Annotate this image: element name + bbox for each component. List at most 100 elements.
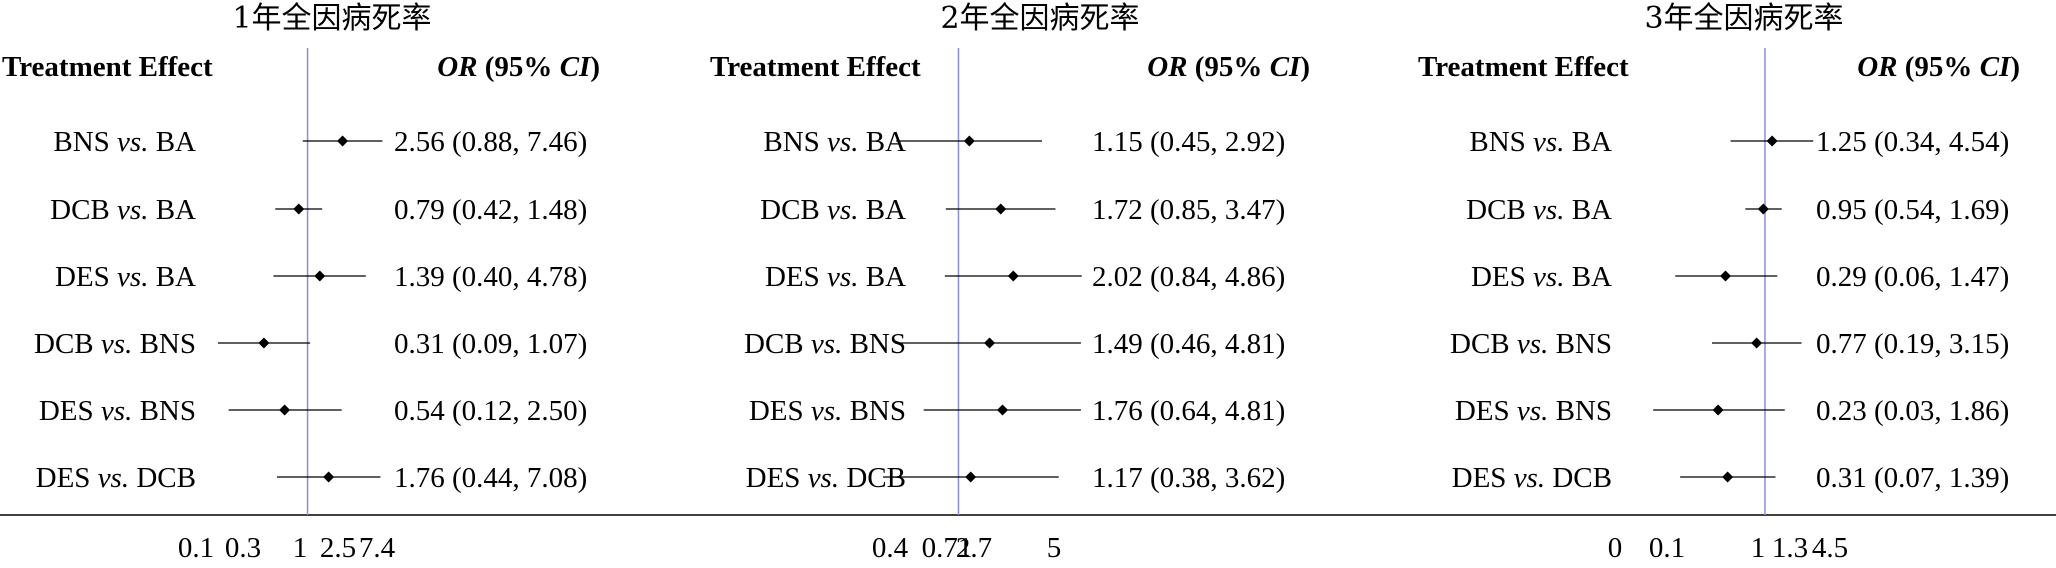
comparison-label: BNS vs. BA bbox=[53, 126, 196, 158]
x-tick-label: 0.71 bbox=[922, 532, 973, 564]
point-estimate-diamond bbox=[963, 135, 975, 147]
text-span: OR bbox=[1147, 51, 1187, 83]
text-span: DES bbox=[765, 261, 827, 293]
text-span: DCB bbox=[839, 462, 906, 494]
text-span: DCB bbox=[50, 194, 117, 226]
text-span: BNS bbox=[1469, 126, 1533, 158]
comparison-label: DCB vs. BNS bbox=[744, 328, 906, 360]
comparison-label: DES vs. BA bbox=[1471, 261, 1612, 293]
point-estimate-diamond bbox=[997, 404, 1009, 416]
header-or-ci: OR (95% CI) bbox=[437, 51, 600, 83]
text-span: vs. bbox=[808, 462, 839, 494]
text-span: DES bbox=[749, 395, 811, 427]
text-span: DCB bbox=[1466, 194, 1533, 226]
point-estimate-diamond bbox=[1766, 135, 1778, 147]
text-span: vs. bbox=[1517, 328, 1548, 360]
x-tick-label: 0.4 bbox=[872, 532, 909, 564]
x-tick-label: 0.1 bbox=[1649, 532, 1685, 564]
text-span: BA bbox=[858, 126, 906, 158]
text-span: vs. bbox=[1514, 462, 1545, 494]
point-estimate-diamond bbox=[279, 404, 291, 416]
forest-panel-3: 3年全因病死率 Treatment Effect OR (95% CI) BNS vs… bbox=[1418, 1, 2020, 564]
forest-row: DES vs. BNS 0.54 (0.12, 2.50) bbox=[39, 395, 587, 427]
text-span: CI bbox=[560, 51, 592, 83]
text-span: CI bbox=[1980, 51, 2012, 83]
forest-row: DCB vs. BNS 0.31 (0.09, 1.07) bbox=[34, 328, 587, 360]
x-tick-label: 5 bbox=[1047, 532, 1062, 564]
text-span: ) bbox=[2010, 51, 2020, 83]
text-span: BA bbox=[858, 261, 906, 293]
text-span: BA bbox=[1564, 126, 1612, 158]
text-span: BNS bbox=[132, 395, 196, 427]
forest-row: DES vs. BA 1.39 (0.40, 4.78) bbox=[55, 261, 587, 293]
text-span: (95% bbox=[478, 51, 560, 83]
panel-title: 3年全因病死率 bbox=[1644, 1, 1843, 36]
comparison-label: DCB vs. BA bbox=[1466, 194, 1612, 226]
point-estimate-diamond bbox=[1720, 270, 1732, 282]
forest-row: DES vs. BNS 1.76 (0.64, 4.81) bbox=[749, 395, 1285, 427]
or-ci-value: 0.79 (0.42, 1.48) bbox=[394, 194, 587, 226]
text-span: ) bbox=[1300, 51, 1310, 83]
text-span: DES bbox=[746, 462, 808, 494]
or-ci-value: 0.29 (0.06, 1.47) bbox=[1816, 261, 2009, 293]
text-span: DES bbox=[1471, 261, 1533, 293]
or-ci-value: 0.23 (0.03, 1.86) bbox=[1816, 395, 2009, 427]
x-tick-label: 2.5 bbox=[320, 532, 356, 564]
comparison-label: DES vs. DCB bbox=[36, 462, 196, 494]
point-estimate-diamond bbox=[1751, 337, 1763, 349]
or-ci-value: 1.76 (0.64, 4.81) bbox=[1092, 395, 1285, 427]
text-span: vs. bbox=[98, 462, 129, 494]
or-ci-value: 1.72 (0.85, 3.47) bbox=[1092, 194, 1285, 226]
text-span: BA bbox=[148, 194, 196, 226]
forest-row: DES vs. BA 0.29 (0.06, 1.47) bbox=[1471, 261, 2009, 293]
forest-panel-2: 2年全因病死率 Treatment Effect OR (95% CI) BNS vs… bbox=[710, 1, 1310, 564]
comparison-label: DCB vs. BA bbox=[760, 194, 906, 226]
text-span: BNS bbox=[1548, 395, 1612, 427]
text-span: vs. bbox=[827, 126, 858, 158]
text-span: vs. bbox=[1533, 126, 1564, 158]
text-span: DCB bbox=[34, 328, 101, 360]
forest-row: BNS vs. BA 1.25 (0.34, 4.54) bbox=[1469, 126, 2009, 158]
x-tick-label: 2.7 bbox=[956, 532, 992, 564]
comparison-label: BNS vs. BA bbox=[1469, 126, 1612, 158]
text-span: vs. bbox=[117, 194, 148, 226]
or-ci-value: 0.77 (0.19, 3.15) bbox=[1816, 328, 2009, 360]
comparison-label: DCB vs. BNS bbox=[1450, 328, 1612, 360]
or-ci-value: 0.54 (0.12, 2.50) bbox=[394, 395, 587, 427]
or-ci-value: 1.49 (0.46, 4.81) bbox=[1092, 328, 1285, 360]
text-span: vs. bbox=[101, 395, 132, 427]
forest-row: DES vs. DCB 1.76 (0.44, 7.08) bbox=[36, 462, 588, 494]
text-span: DCB bbox=[760, 194, 827, 226]
point-estimate-diamond bbox=[323, 471, 335, 483]
text-span: BNS bbox=[1548, 328, 1612, 360]
text-span: (95% bbox=[1188, 51, 1270, 83]
text-span: DCB bbox=[744, 328, 811, 360]
point-estimate-diamond bbox=[1757, 203, 1769, 215]
comparison-label: DES vs. DCB bbox=[1452, 462, 1612, 494]
comparison-label: DCB vs. BNS bbox=[34, 328, 196, 360]
forest-row: DCB vs. BA 1.72 (0.85, 3.47) bbox=[760, 194, 1285, 226]
text-span: DES bbox=[39, 395, 101, 427]
comparison-label: DES vs. BNS bbox=[749, 395, 906, 427]
header-or-ci: OR (95% CI) bbox=[1857, 51, 2020, 83]
forest-row: DES vs. BA 2.02 (0.84, 4.86) bbox=[765, 261, 1285, 293]
forest-row: DCB vs. BA 0.79 (0.42, 1.48) bbox=[50, 194, 587, 226]
text-span: DCB bbox=[1545, 462, 1612, 494]
point-estimate-diamond bbox=[1712, 404, 1724, 416]
text-span: DCB bbox=[129, 462, 196, 494]
text-span: DES bbox=[1455, 395, 1517, 427]
text-span: BA bbox=[148, 126, 196, 158]
x-tick-label: 0.3 bbox=[225, 532, 261, 564]
forest-panel-1: 1年全因病死率 Treatment Effect OR (95% CI) BNS vs… bbox=[2, 1, 600, 564]
panel-title: 1年全因病死率 bbox=[232, 1, 431, 36]
or-ci-value: 2.02 (0.84, 4.86) bbox=[1092, 261, 1285, 293]
text-span: OR bbox=[437, 51, 477, 83]
text-span: ) bbox=[590, 51, 600, 83]
text-span: vs. bbox=[1517, 395, 1548, 427]
text-span: BNS bbox=[132, 328, 196, 360]
or-ci-value: 0.31 (0.07, 1.39) bbox=[1816, 462, 2009, 494]
text-span: vs. bbox=[1533, 194, 1564, 226]
text-span: vs. bbox=[811, 395, 842, 427]
text-span: (95% bbox=[1898, 51, 1980, 83]
forest-row: BNS vs. BA 2.56 (0.88, 7.46) bbox=[53, 126, 587, 158]
